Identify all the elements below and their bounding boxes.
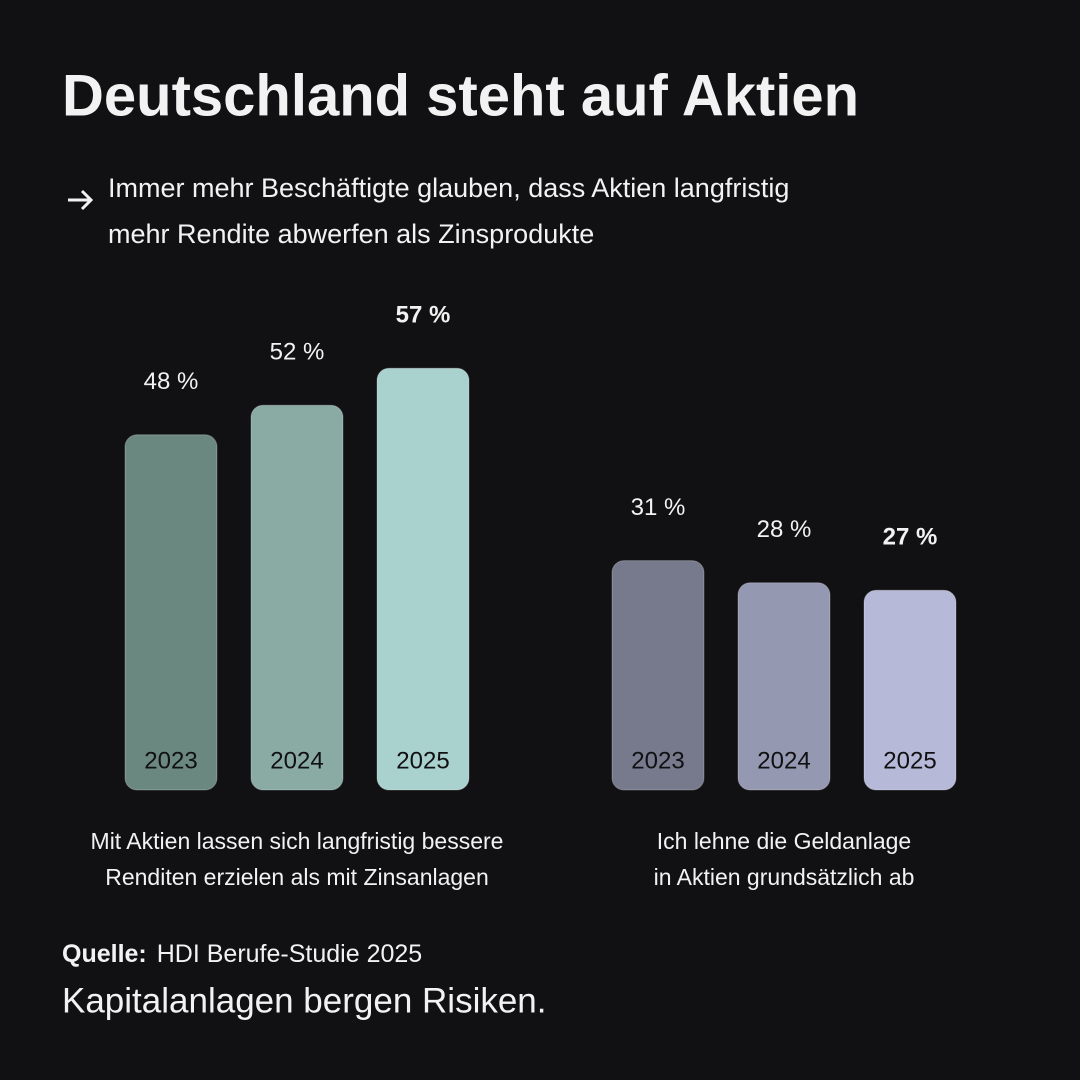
value-label: 52 % bbox=[270, 339, 325, 366]
value-label: 31 % bbox=[631, 494, 686, 521]
category-label: 2023 bbox=[144, 747, 197, 774]
chart-caption: in Aktien grundsätzlich ab bbox=[654, 864, 915, 890]
category-label: 2023 bbox=[631, 747, 684, 774]
value-label: 57 % bbox=[396, 302, 451, 329]
category-label: 2025 bbox=[396, 747, 449, 774]
chart-caption: Renditen erzielen als mit Zinsanlagen bbox=[105, 864, 489, 890]
value-label: 48 % bbox=[144, 368, 199, 395]
chart-caption: Mit Aktien lassen sich langfristig besse… bbox=[91, 828, 504, 854]
title: Deutschland steht auf Aktien bbox=[62, 63, 859, 128]
subtitle-line: Immer mehr Beschäftigte glauben, dass Ak… bbox=[108, 173, 789, 203]
subtitle-line: mehr Rendite abwerfen als Zinsprodukte bbox=[108, 219, 594, 249]
category-label: 2024 bbox=[757, 747, 810, 774]
bar bbox=[250, 404, 344, 791]
value-label: 27 % bbox=[883, 524, 938, 551]
disclaimer: Kapitalanlagen bergen Risiken. bbox=[62, 981, 547, 1020]
source-text: HDI Berufe-Studie 2025 bbox=[157, 940, 422, 968]
bar bbox=[376, 367, 470, 791]
value-label: 28 % bbox=[757, 516, 812, 543]
bar bbox=[863, 589, 957, 791]
source: Quelle: HDI Berufe-Studie 2025 bbox=[62, 940, 422, 968]
bar bbox=[737, 582, 831, 791]
category-label: 2025 bbox=[883, 747, 936, 774]
bar bbox=[124, 434, 218, 791]
category-label: 2024 bbox=[270, 747, 323, 774]
source-label: Quelle: bbox=[62, 940, 147, 968]
chart-caption: Ich lehne die Geldanlage bbox=[657, 828, 911, 854]
bar bbox=[611, 560, 705, 791]
arrow-icon bbox=[68, 189, 94, 211]
